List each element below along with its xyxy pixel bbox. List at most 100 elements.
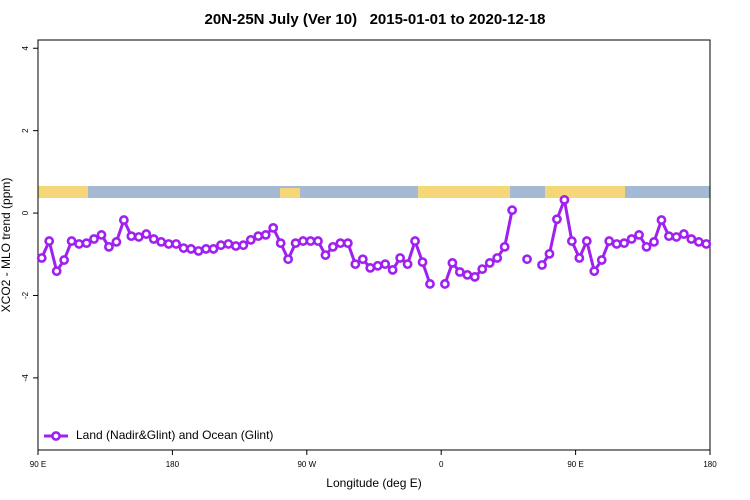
y-axis-label: XCO2 - MLO trend (ppm) — [0, 178, 13, 313]
y-tick-label: -4 — [21, 374, 30, 382]
data-point — [223, 239, 234, 249]
data-point — [574, 253, 585, 263]
data-point — [395, 253, 406, 263]
data-point — [484, 258, 495, 268]
data-point — [305, 236, 316, 246]
data-point — [253, 231, 264, 242]
data-point — [566, 236, 577, 246]
land-strip — [38, 186, 88, 198]
data-point — [611, 239, 622, 249]
data-point — [163, 239, 174, 249]
data-point — [260, 230, 271, 240]
data-point — [544, 248, 555, 259]
data-point — [178, 243, 189, 253]
data-point — [671, 232, 682, 242]
data-point — [357, 254, 368, 265]
data-point — [36, 253, 47, 263]
data-point — [156, 237, 167, 247]
data-point — [693, 237, 704, 247]
data-point — [559, 194, 570, 205]
data-point — [81, 238, 92, 249]
data-point — [522, 254, 532, 265]
data-point — [238, 240, 249, 251]
data-point — [268, 222, 279, 233]
data-point — [499, 241, 510, 252]
data-point — [440, 279, 450, 289]
series-line — [443, 209, 514, 285]
data-point — [89, 234, 99, 244]
data-point — [425, 279, 435, 289]
map-strip — [38, 186, 710, 198]
data-point — [626, 234, 637, 244]
y-tick-label: 2 — [21, 128, 30, 133]
data-point — [507, 205, 518, 216]
data-point — [678, 229, 689, 239]
legend-label: Land (Nadir&Glint) and Ocean (Glint) — [76, 428, 273, 442]
data-point — [664, 231, 674, 242]
data-point — [320, 250, 331, 260]
data-point — [275, 238, 286, 249]
data-point — [51, 266, 62, 277]
x-tick-label: 180 — [703, 460, 717, 469]
data-point — [462, 269, 473, 280]
data-point — [104, 241, 114, 252]
data-point — [619, 238, 630, 249]
x-tick-label: 90 E — [567, 460, 583, 469]
data-point — [186, 244, 196, 254]
data-point — [686, 234, 697, 244]
data-point — [641, 241, 652, 252]
data-point — [171, 239, 182, 249]
data-point — [328, 241, 338, 252]
data-point — [410, 236, 420, 246]
data-point — [283, 254, 294, 265]
y-tick-label: 4 — [21, 45, 30, 50]
data-point — [537, 260, 547, 270]
data-point — [148, 234, 159, 244]
data-point — [118, 215, 129, 225]
data-point — [365, 262, 376, 273]
data-point — [342, 238, 353, 249]
land-strip — [418, 186, 510, 198]
data-point — [201, 244, 211, 254]
data-point — [216, 240, 226, 251]
x-axis-label: Longitude (deg E) — [326, 476, 421, 490]
data-point — [372, 260, 383, 271]
x-tick-label: 180 — [166, 460, 180, 469]
data-point — [59, 255, 70, 265]
data-point — [245, 234, 256, 245]
data-point — [380, 259, 391, 270]
data-point — [387, 265, 398, 275]
land-strip — [280, 188, 300, 198]
data-point — [335, 238, 346, 249]
data-point — [66, 236, 77, 246]
data-point — [96, 230, 107, 240]
data-point — [208, 244, 219, 254]
data-point — [126, 231, 137, 242]
data-point — [589, 266, 600, 277]
data-point — [350, 259, 361, 270]
data-point — [649, 237, 659, 247]
data-point — [74, 239, 84, 249]
ocean-strip — [38, 186, 710, 198]
data-point — [492, 253, 503, 263]
data-point — [454, 267, 465, 277]
x-tick-label: 90 W — [297, 460, 316, 469]
data-point — [447, 258, 458, 268]
data-point — [133, 232, 144, 242]
data-point — [469, 272, 480, 282]
data-point — [313, 236, 323, 246]
data-point — [402, 259, 413, 270]
y-tick-label: -2 — [21, 291, 30, 299]
legend: Land (Nadir&Glint) and Ocean (Glint) — [44, 428, 273, 442]
data-point — [417, 257, 428, 268]
y-tick-label: 0 — [21, 210, 30, 215]
legend-swatch-point — [51, 431, 61, 441]
land-strip — [545, 186, 625, 198]
data-point — [701, 239, 712, 249]
data-point — [552, 214, 562, 225]
x-tick-label: 0 — [439, 460, 444, 469]
data-point — [656, 215, 667, 225]
data-point — [111, 237, 122, 247]
